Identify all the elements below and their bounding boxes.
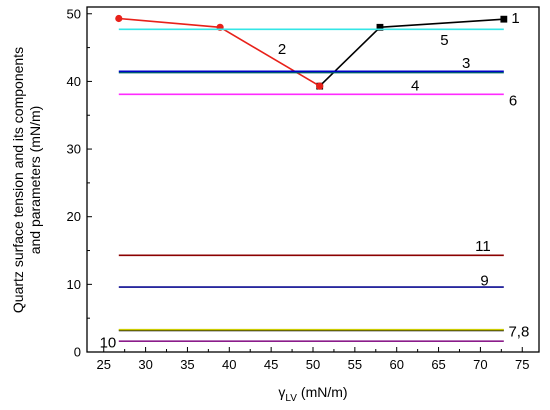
series-number-label: 1: [511, 10, 519, 27]
series-layer: [115, 14, 508, 343]
y-axis-title-line-2: and parameters (mN/m): [27, 106, 43, 255]
x-axis-subscript: LV: [285, 393, 297, 404]
annotation-layer: 1 2 3 4 5 6 7,8 9 10 11: [100, 10, 530, 352]
y-tick-label: 10: [67, 277, 81, 292]
x-axis-unit: (mN/m): [301, 384, 348, 400]
series-number-label: 10: [100, 335, 117, 352]
y-axis-title-line-1: Quartz surface tension and its component…: [10, 47, 26, 313]
x-tick-label: 75: [515, 357, 529, 372]
y-axis-title: Quartz surface tension and its component…: [10, 47, 43, 313]
y-tick-label: 0: [74, 345, 81, 360]
x-tick-label: 25: [97, 357, 111, 372]
y-tick-label: 30: [67, 142, 81, 157]
series-number-label: 6: [509, 92, 517, 109]
y-tick-label: 20: [67, 209, 81, 224]
y-tick-label: 40: [67, 74, 81, 89]
series-number-label: 9: [480, 272, 488, 289]
x-tick-label: 40: [222, 357, 236, 372]
x-tick-label: 60: [389, 357, 403, 372]
x-axis-title: γLV (mN/m): [278, 384, 347, 404]
x-tick-label: 55: [348, 357, 362, 372]
series-number-label: 3: [462, 55, 470, 72]
x-tick-label: 70: [473, 357, 487, 372]
series-number-label: 7,8: [508, 324, 529, 341]
series-number-label: 4: [411, 77, 419, 94]
series-number-label: 5: [440, 32, 448, 49]
plot-frame: [86, 6, 540, 353]
y-tick-label: 50: [67, 6, 81, 21]
x-tick-label: 50: [306, 357, 320, 372]
series-number-label: 2: [278, 41, 286, 58]
x-tick-label: 45: [264, 357, 278, 372]
x-tick-label: 65: [431, 357, 445, 372]
series-number-label: 11: [475, 238, 491, 255]
series-2-point: [316, 82, 324, 90]
x-axis-symbol: γ: [278, 384, 285, 400]
series-1-point: [500, 15, 508, 23]
series-1-point: [376, 23, 384, 31]
series-2-point: [115, 14, 123, 23]
x-tick-label: 30: [138, 357, 152, 372]
x-tick-label: 35: [180, 357, 194, 372]
